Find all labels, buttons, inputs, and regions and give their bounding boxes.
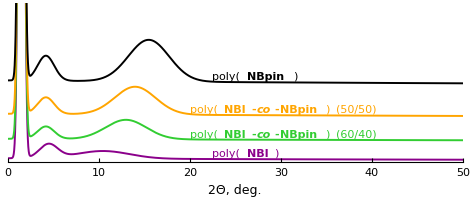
Text: NBI: NBI [224,129,246,139]
Text: (60/40): (60/40) [336,129,376,139]
Text: NBpin: NBpin [247,71,284,81]
Text: ): ) [326,129,334,139]
Text: ): ) [293,71,297,81]
Text: NBpin: NBpin [280,104,317,114]
Text: co: co [257,104,271,114]
Text: poly(: poly( [190,104,218,114]
Text: poly(: poly( [212,148,240,158]
Text: NBI: NBI [247,148,269,158]
Text: co: co [257,129,271,139]
Text: ): ) [326,104,334,114]
X-axis label: 2Θ, deg.: 2Θ, deg. [209,183,262,196]
Text: NBI: NBI [224,104,246,114]
Text: -: - [274,104,279,114]
Text: -: - [251,129,255,139]
Text: (50/50): (50/50) [336,104,376,114]
Text: -: - [274,129,279,139]
Text: NBpin: NBpin [280,129,317,139]
Text: -: - [251,104,255,114]
Text: poly(: poly( [212,71,240,81]
Text: poly(: poly( [190,129,218,139]
Text: ): ) [274,148,278,158]
